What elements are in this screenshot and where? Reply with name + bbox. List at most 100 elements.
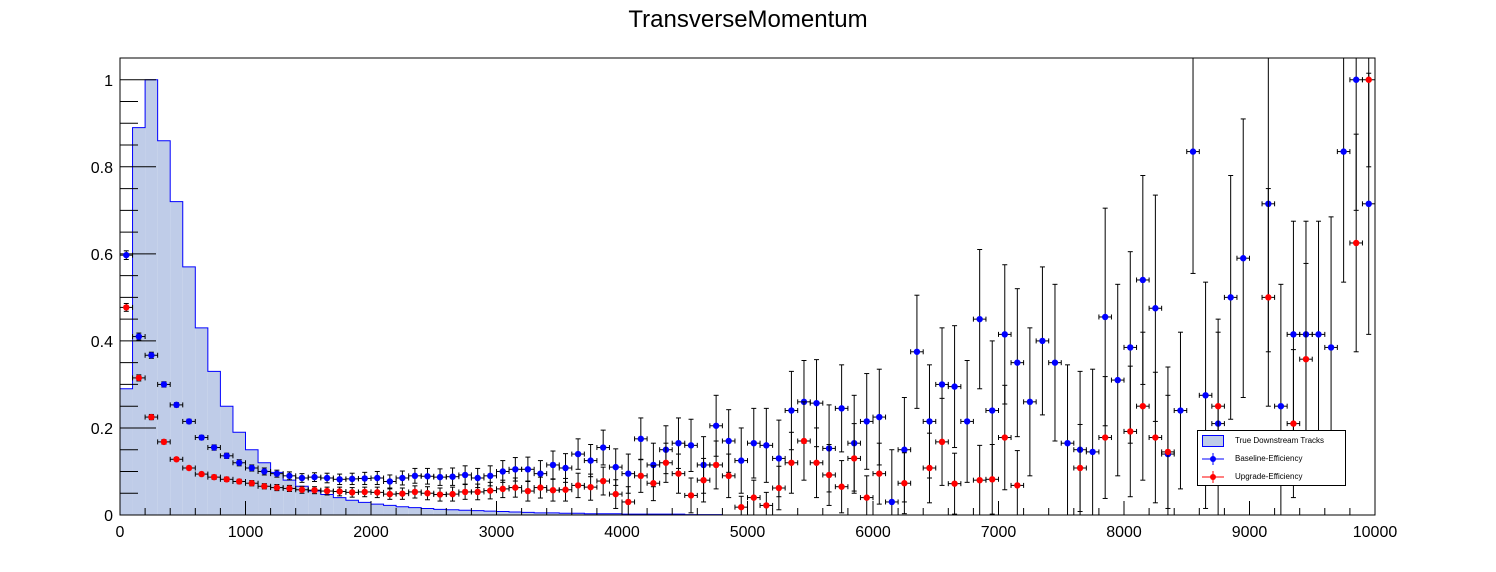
data-point	[273, 470, 281, 477]
data-point	[813, 399, 820, 407]
data-point	[700, 476, 707, 484]
data-point	[210, 444, 218, 451]
data-point	[499, 485, 506, 493]
data-point	[487, 472, 494, 480]
data-point	[512, 466, 519, 473]
histogram-bar	[182, 266, 196, 515]
legend-label-histogram: True Downstream Tracks	[1235, 436, 1325, 445]
data-point	[1177, 407, 1184, 414]
data-point	[374, 489, 381, 496]
data-point	[612, 490, 619, 498]
data-point	[1352, 239, 1360, 247]
data-point	[1352, 76, 1360, 83]
data-point	[461, 488, 469, 496]
data-point	[436, 491, 444, 498]
chart-title: TransverseMomentum	[628, 6, 868, 33]
data-point	[236, 478, 243, 485]
histogram-bar	[232, 432, 246, 515]
data-point	[913, 348, 921, 355]
data-point	[223, 452, 230, 460]
data-point	[236, 459, 243, 466]
histogram-bar	[421, 508, 434, 515]
data-point	[248, 464, 255, 472]
data-point	[1001, 434, 1008, 441]
histogram-bar	[433, 509, 447, 515]
data-point	[976, 315, 983, 323]
data-point	[1001, 331, 1008, 338]
data-point	[825, 471, 833, 479]
data-point	[449, 473, 456, 480]
data-point	[1327, 344, 1335, 351]
histogram-bar	[458, 510, 472, 515]
data-point	[1265, 294, 1272, 301]
data-point	[938, 438, 946, 446]
data-point	[537, 470, 544, 477]
data-point	[989, 476, 996, 483]
x-tick-label: 4000	[604, 524, 640, 541]
x-tick-label: 1000	[228, 524, 264, 541]
histogram-bar	[308, 491, 321, 515]
legend-marker-baseline	[1202, 453, 1224, 465]
histogram-bar	[521, 512, 535, 515]
data-point	[436, 473, 444, 481]
histogram-bar	[132, 127, 146, 515]
histogram-bar	[270, 472, 284, 515]
legend-marker-upgrade	[1202, 471, 1224, 483]
data-point	[123, 251, 130, 259]
data-point	[625, 498, 632, 506]
data-point	[1240, 255, 1247, 262]
data-point	[411, 488, 419, 496]
data-point	[1290, 331, 1297, 338]
data-point	[687, 442, 695, 449]
data-point	[223, 476, 230, 483]
data-point	[298, 486, 306, 493]
data-point	[1202, 392, 1209, 399]
data-point	[788, 407, 795, 414]
histogram-bar	[358, 502, 371, 515]
data-point	[587, 457, 594, 464]
plot-frame	[119, 57, 1376, 516]
data-point	[1076, 464, 1084, 472]
data-point	[951, 480, 958, 487]
data-point	[763, 442, 770, 449]
histogram-bar	[195, 327, 208, 515]
data-point	[650, 461, 657, 469]
y-tick-label: 0.8	[91, 160, 113, 177]
upgrade-series	[119, 57, 1376, 516]
legend-item-baseline: Baseline-Efficiency	[1198, 450, 1347, 468]
histogram-bar	[396, 506, 409, 515]
data-point	[323, 487, 331, 495]
data-point	[311, 486, 318, 494]
histogram-bar	[559, 513, 572, 515]
data-point	[1365, 200, 1372, 208]
data-point	[524, 466, 532, 473]
data-point	[374, 474, 381, 482]
data-point	[411, 472, 419, 480]
data-point	[399, 474, 406, 482]
data-point	[876, 470, 883, 477]
x-tick-label: 2000	[353, 524, 389, 541]
data-point	[863, 494, 870, 501]
histogram-bar	[471, 510, 484, 515]
data-point	[449, 490, 456, 498]
legend: True Downstream Tracks Baseline-Efficien…	[1197, 430, 1346, 486]
x-tick-label: 9000	[1232, 524, 1268, 541]
data-point	[148, 413, 155, 421]
data-point	[725, 437, 732, 445]
data-point	[135, 374, 143, 382]
data-point	[348, 489, 356, 496]
data-point	[399, 490, 406, 497]
data-point	[675, 439, 682, 447]
data-point	[1014, 359, 1021, 366]
data-point	[198, 470, 205, 478]
data-point	[336, 476, 343, 483]
histogram-bar	[170, 201, 183, 515]
data-point	[788, 459, 795, 466]
histogram-bar	[571, 513, 585, 515]
data-point	[901, 446, 908, 453]
data-point	[248, 480, 255, 487]
histogram-bar	[220, 406, 233, 515]
efficiency-series	[119, 57, 1376, 516]
data-point	[1152, 305, 1159, 312]
